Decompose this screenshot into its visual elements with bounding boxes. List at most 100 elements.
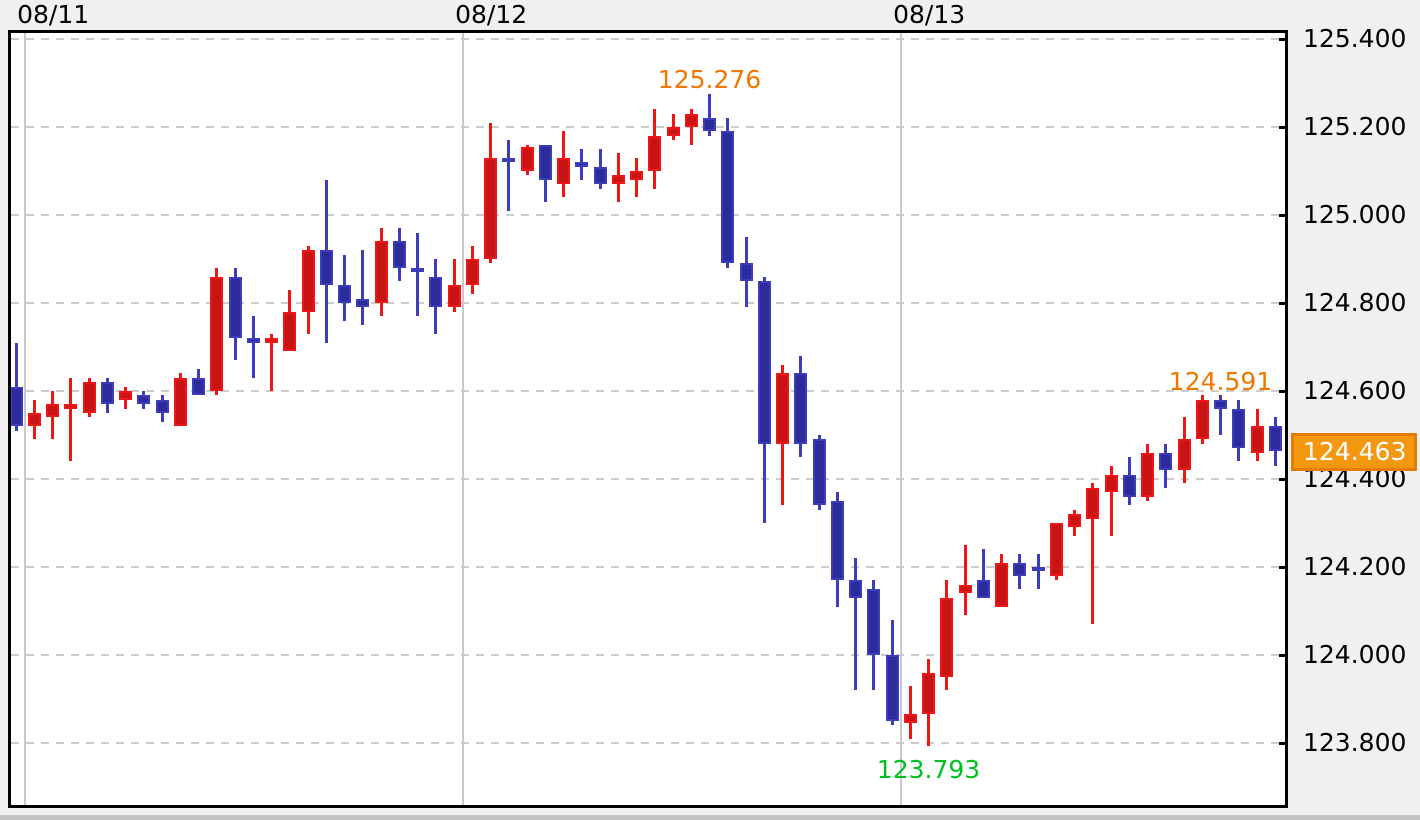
candle-body: [137, 395, 150, 405]
candle-body: [338, 285, 351, 303]
candle-body: [119, 391, 132, 400]
candle-body: [1086, 487, 1099, 519]
candle-body: [1050, 523, 1063, 576]
candle-body: [156, 399, 169, 413]
candle-body: [174, 377, 187, 427]
current-price-badge: 124.463: [1291, 433, 1417, 472]
candle-body: [977, 580, 990, 598]
candle-wick: [507, 140, 510, 211]
candle-body: [448, 285, 461, 308]
candle-wick: [708, 93, 711, 136]
x-axis-label: 08/13: [893, 0, 966, 29]
y-axis-label: 123.800: [1303, 728, 1407, 757]
recent-high-label: 124.591: [1168, 366, 1273, 396]
candle-body: [46, 404, 59, 418]
candle-body: [521, 146, 534, 171]
candle-wick: [854, 558, 857, 691]
candle-body: [995, 562, 1008, 607]
x-axis-label: 08/12: [455, 0, 528, 29]
candle-body: [302, 250, 315, 312]
gridline-horizontal: [11, 742, 1285, 744]
y-axis-label: 125.200: [1303, 112, 1407, 141]
y-axis-label: 124.000: [1303, 640, 1407, 669]
day-separator-line: [24, 33, 27, 805]
day-separator-line: [900, 33, 903, 805]
candle-body: [867, 589, 880, 655]
candle-body: [466, 259, 479, 286]
candle-body: [740, 263, 753, 281]
gridline-horizontal: [11, 654, 1285, 656]
candle-body: [776, 373, 789, 444]
candle-body: [758, 281, 771, 444]
y-axis-tick: [1279, 654, 1287, 657]
gridline-horizontal: [11, 126, 1285, 128]
y-axis-tick: [1279, 742, 1287, 745]
y-axis-tick: [1279, 566, 1287, 569]
period-high-label: 125.276: [657, 64, 762, 94]
candle-wick: [252, 316, 255, 378]
y-axis-label: 124.600: [1303, 376, 1407, 405]
candle-body: [1032, 567, 1045, 572]
candle-body: [703, 118, 716, 132]
y-axis-tick: [1279, 478, 1287, 481]
candle-body: [1269, 426, 1282, 452]
y-axis-tick: [1279, 390, 1287, 393]
candle-body: [685, 113, 698, 127]
gridline-horizontal: [11, 566, 1285, 568]
candle-body: [1196, 399, 1209, 440]
candle-body: [375, 241, 388, 303]
candle-body: [247, 338, 260, 343]
candle-wick: [1091, 483, 1094, 625]
candle-body: [10, 386, 23, 427]
candle-wick: [1110, 465, 1113, 537]
y-axis-label: 125.400: [1303, 24, 1407, 53]
candle-wick: [909, 685, 912, 739]
candle-body: [922, 673, 935, 715]
x-axis-label: 08/11: [17, 0, 90, 29]
candle-body: [356, 298, 369, 308]
candle-wick: [1219, 394, 1222, 435]
day-separator-line: [462, 33, 465, 805]
candle-body: [1159, 452, 1172, 471]
candle-body: [667, 127, 680, 136]
candle-body: [630, 171, 643, 180]
y-axis-tick: [1279, 302, 1287, 305]
candle-body: [904, 714, 917, 724]
candle-body: [429, 276, 442, 308]
candle-body: [721, 131, 734, 264]
candle-wick: [416, 232, 419, 317]
candle-wick: [1037, 553, 1040, 589]
candle-body: [1251, 426, 1264, 453]
candle-body: [813, 439, 826, 506]
candle-body: [210, 276, 223, 391]
y-axis-label: 124.200: [1303, 552, 1407, 581]
candle-wick: [964, 545, 967, 616]
candle-body: [1214, 399, 1227, 409]
gridline-horizontal: [11, 214, 1285, 216]
candle-body: [101, 382, 114, 405]
candle-body: [28, 413, 41, 427]
candle-wick: [690, 109, 693, 145]
candle-body: [794, 373, 807, 444]
y-axis-label: 125.000: [1303, 200, 1407, 229]
candle-body: [594, 166, 607, 185]
candle-body: [1013, 562, 1026, 576]
candle-wick: [69, 377, 72, 462]
candle-body: [849, 580, 862, 598]
candle-body: [411, 267, 424, 273]
y-axis-tick: [1279, 38, 1287, 41]
candle-body: [1232, 408, 1245, 449]
candle-body: [648, 135, 661, 171]
gridline-horizontal: [11, 478, 1285, 480]
candle-body: [539, 144, 552, 180]
candle-body: [320, 250, 333, 286]
y-axis-label: 124.800: [1303, 288, 1407, 317]
candle-body: [575, 162, 588, 167]
gridline-horizontal: [11, 390, 1285, 392]
candle-body: [831, 501, 844, 581]
candle-body: [265, 338, 278, 343]
gridline-horizontal: [11, 38, 1285, 40]
candle-body: [1123, 474, 1136, 497]
candle-wick: [361, 250, 364, 325]
